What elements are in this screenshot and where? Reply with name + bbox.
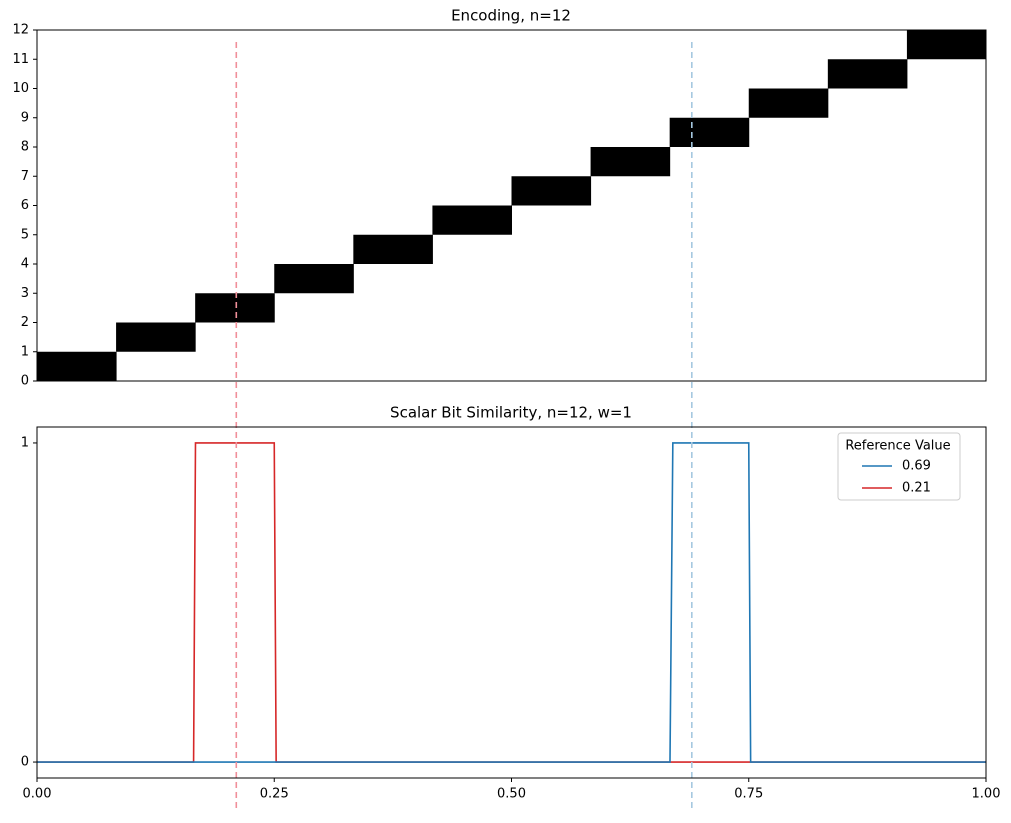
cell [37,351,117,381]
y-tick-label: 5 [21,227,29,242]
y-tick-label: 0 [21,374,29,389]
legend-title: Reference Value [845,439,950,454]
cell [748,88,829,118]
axes-frame [36,426,987,779]
top-title: Encoding, n=12 [451,7,571,25]
cell [590,147,671,177]
y-tick-label: 1 [21,344,29,359]
x-tick-label: 0.50 [497,787,526,802]
y-tick-label: 6 [21,198,29,213]
legend-box [837,432,961,501]
cell [274,264,354,294]
legend-label: 0.21 [902,481,931,496]
y-tick-label: 0 [21,755,29,770]
y-tick-label: 7 [21,169,29,184]
cell [353,234,433,264]
cell [827,59,908,89]
y-tick-label: 4 [21,257,29,272]
bottom-title: Scalar Bit Similarity, n=12, w=1 [390,404,632,422]
x-tick-label: 1.00 [972,787,1001,802]
y-tick-label: 3 [21,286,29,301]
x-tick-label: 0.25 [260,787,289,802]
x-tick-label: 0.75 [734,787,763,802]
y-tick-label: 8 [21,140,29,155]
legend: Reference Value 0.69 0.21 [837,432,961,501]
axes-frame [36,29,987,382]
y-tick-label: 9 [21,110,29,125]
y-tick-label: 11 [12,52,29,67]
y-tick-label: 12 [12,23,29,38]
y-tick-label: 1 [21,435,29,450]
y-tick-label: 2 [21,315,29,330]
y-tick-label: 10 [12,81,29,96]
series-line [37,442,986,763]
cell [195,293,275,323]
cell [511,176,592,206]
cell [432,205,512,235]
cell [669,117,750,147]
cell [906,30,987,60]
legend-label: 0.69 [902,459,931,474]
x-tick-label: 0.00 [23,787,52,802]
cell [116,322,196,352]
